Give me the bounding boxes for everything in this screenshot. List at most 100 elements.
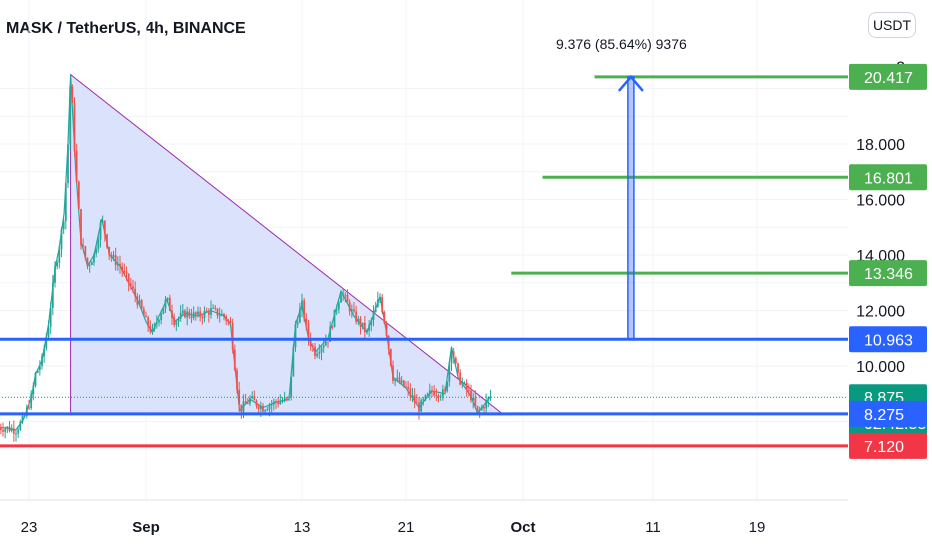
candle (6, 426, 9, 433)
candle (158, 318, 160, 327)
candle (346, 289, 349, 303)
candle (173, 313, 176, 328)
candle (188, 308, 191, 320)
candle (192, 306, 195, 321)
candle (223, 312, 225, 321)
candle (116, 256, 119, 271)
candle (108, 246, 111, 260)
candle (88, 262, 91, 273)
price-tag-label: 20.417 (864, 70, 913, 87)
descending-triangle-pattern (70, 73, 505, 416)
candle (203, 306, 206, 323)
candle (389, 348, 392, 367)
candle (69, 85, 72, 152)
candle (166, 297, 169, 304)
horizontal-levels (0, 75, 848, 448)
candle (231, 318, 234, 354)
time-tick: 13 (294, 519, 311, 536)
candle (435, 388, 438, 402)
candle (281, 397, 284, 404)
candle (147, 315, 150, 332)
candle (184, 308, 186, 319)
candle (99, 219, 102, 248)
price-tick: 16.000 (856, 193, 905, 210)
candle (49, 301, 52, 335)
candle (216, 308, 219, 319)
candle (348, 299, 351, 316)
candle (2, 422, 4, 437)
candle (485, 393, 488, 415)
candle (123, 263, 126, 277)
candle (331, 325, 334, 330)
candle (86, 257, 89, 270)
candle (225, 314, 228, 326)
candle (214, 305, 217, 311)
candle (374, 301, 377, 313)
candle (452, 348, 455, 364)
candle (160, 310, 163, 325)
candle (467, 383, 470, 397)
candle (47, 320, 50, 338)
candle (171, 304, 173, 325)
candle (153, 322, 156, 332)
candle (285, 396, 288, 402)
candle (54, 261, 56, 288)
candle (93, 253, 95, 266)
candle (136, 293, 139, 309)
candle (71, 84, 74, 104)
candle (15, 429, 17, 442)
candle (186, 306, 189, 326)
price-tag-10.963: 10.963 (849, 326, 927, 353)
price-tag-20.417: 20.417 (849, 63, 927, 90)
candle (34, 371, 37, 388)
candle (454, 356, 457, 365)
candle (101, 215, 104, 225)
candle (470, 384, 472, 403)
candle (251, 391, 254, 400)
time-tick: Oct (510, 519, 535, 536)
arrow-shaft (627, 76, 635, 341)
candle (17, 426, 20, 439)
candle (489, 389, 492, 401)
candle (64, 182, 67, 230)
time-tick: Sep (132, 519, 160, 536)
chart-title: MASK / TetherUS, 4h, BINANCE (6, 20, 246, 37)
candle (311, 343, 314, 352)
price-tag-8.275: 8.275 (849, 400, 927, 427)
candle (177, 316, 180, 327)
candle (420, 397, 423, 413)
candle (19, 419, 22, 432)
candle (370, 317, 373, 332)
candle (359, 316, 362, 335)
candle (270, 400, 273, 414)
candle (450, 349, 453, 372)
candles (0, 84, 492, 442)
price-tag-16.801: 16.801 (849, 164, 927, 191)
candle (257, 403, 260, 414)
candle (437, 393, 440, 403)
candle (62, 218, 65, 234)
price-tick: 18.000 (856, 137, 905, 154)
currency-button[interactable]: USDT (868, 12, 916, 38)
candle (294, 320, 297, 352)
candle (162, 308, 165, 315)
candle (149, 320, 152, 335)
time-tick: 23 (21, 519, 38, 536)
candle (363, 315, 366, 340)
candle (60, 226, 63, 258)
candle (344, 292, 347, 303)
candle (140, 298, 143, 311)
candle (97, 233, 100, 253)
candle (132, 279, 134, 293)
candle (409, 383, 412, 401)
candle (292, 344, 295, 377)
candle (487, 396, 490, 408)
candle (244, 393, 247, 404)
candle (205, 307, 208, 313)
candle (134, 281, 137, 303)
candle (233, 344, 236, 371)
candle (266, 406, 269, 412)
candle (407, 380, 410, 396)
price-tick: 12.000 (856, 304, 905, 321)
